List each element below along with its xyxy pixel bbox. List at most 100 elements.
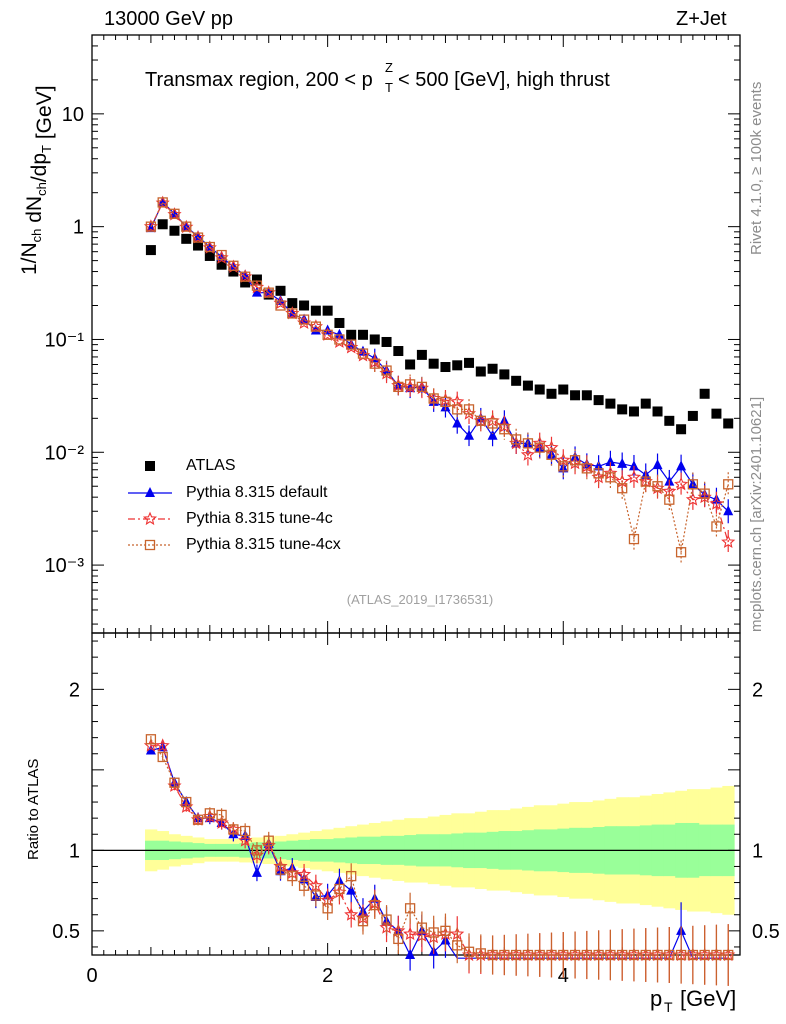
ratio-point-default [346, 884, 357, 895]
point-tune4cx [216, 249, 227, 261]
point-atlas [475, 366, 486, 377]
point-atlas [628, 406, 639, 417]
point-tune4cx [652, 481, 663, 492]
ratio-point-tune4cx [310, 890, 322, 901]
legend-default: Pythia 8.315 default [128, 482, 368, 506]
point-tune4cx [664, 494, 675, 505]
ratio-point-tune4cx [558, 949, 569, 961]
point-atlas [546, 388, 557, 399]
ratio-point-tune4c [238, 833, 253, 847]
legend-label-tune4cx: Pythia 8.315 tune-4cx [186, 536, 341, 553]
y-tick-label: 1 [73, 217, 84, 239]
point-default [628, 460, 639, 471]
legend-marker-tune4cx [144, 539, 156, 551]
point-default [617, 457, 628, 468]
ratio-point-tune4c [155, 738, 170, 752]
ratio-point-tune4cx [287, 870, 298, 882]
ratio-point-tune4cx [369, 899, 380, 911]
x-axis-label-sub: T [664, 999, 673, 1015]
point-tune4cx [145, 221, 157, 232]
ratio-point-tune4cx [522, 949, 534, 961]
point-tune4cx [687, 479, 699, 490]
point-atlas [617, 404, 628, 415]
point-tune4c [685, 492, 700, 506]
point-tune4cx [192, 232, 204, 243]
point-tune4cx [369, 358, 380, 369]
ratio-point-tune4cx [581, 949, 592, 961]
point-tune4cx [334, 334, 345, 345]
rivet-label: Rivet 4.1.0, ≥ 100k events [748, 81, 765, 255]
point-default [334, 328, 345, 339]
plot-title-sub: T [385, 80, 393, 95]
ratio-point-tune4c [344, 907, 359, 921]
legend-marker-default [145, 487, 155, 497]
ratio-y-tick-label: 1 [69, 840, 80, 862]
point-tune4c [709, 496, 724, 510]
ratio-panel [91, 632, 741, 956]
ratio-point-tune4cx [605, 949, 616, 961]
mcplots-label: mcplots.cern.ch [arXiv:2401.10621] [748, 396, 765, 632]
point-atlas [334, 317, 345, 328]
point-atlas [723, 418, 734, 429]
point-tune4cx [416, 381, 428, 393]
point-atlas [652, 406, 663, 417]
point-atlas [605, 398, 616, 409]
point-tune4cx [487, 418, 498, 429]
ratio-point-tune4cx [216, 809, 227, 821]
point-tune4cx [204, 241, 215, 253]
ratio-point-tune4cx [475, 948, 486, 959]
x-tick-label: 2 [322, 965, 333, 987]
point-tune4cx [428, 393, 439, 404]
ratio-point-tune4cx [723, 949, 734, 961]
ratio-point-tune4cx [404, 903, 416, 914]
point-atlas [299, 300, 310, 311]
ratio-point-tune4cx [192, 814, 204, 825]
legend-tune4cx: Pythia 8.315 tune-4cx [128, 534, 368, 558]
point-tune4c [603, 465, 618, 480]
point-tune4cx [251, 280, 263, 291]
ratio-y-tick-label: 0.5 [52, 921, 80, 943]
point-tune4cx [452, 404, 463, 415]
point-default [452, 417, 463, 428]
series-line-tune4cx [150, 201, 729, 553]
ratio-point-tune4cx [546, 949, 557, 961]
point-tune4cx [546, 449, 557, 460]
y-tick-label: 10⁻³ [45, 555, 85, 577]
ratio-point-tune4cx [228, 824, 239, 835]
point-tune4cx [605, 472, 616, 483]
point-atlas [640, 398, 651, 409]
ratio-point-tune4cx [534, 949, 545, 961]
ratio-point-tune4cx [263, 835, 274, 846]
ratio-y-tick-label-right: 2 [752, 679, 763, 701]
point-atlas [169, 225, 180, 236]
point-atlas [381, 336, 392, 347]
point-tune4cx [723, 479, 734, 490]
point-atlas [193, 240, 204, 251]
point-atlas [570, 390, 581, 401]
x-axis-label: p [650, 986, 662, 1011]
ratio-point-tune4cx [593, 949, 604, 961]
ratio-point-tune4cx [617, 949, 628, 961]
point-tune4cx [157, 197, 168, 208]
point-tune4cx [287, 308, 298, 319]
ratio-point-tune4cx [487, 949, 498, 961]
ratio-point-tune4cx [569, 949, 581, 961]
point-tune4cx [228, 260, 239, 271]
ratio-point-default [251, 866, 262, 877]
ratio-point-tune4c [403, 926, 418, 941]
point-atlas [181, 233, 192, 244]
point-atlas [145, 245, 156, 256]
point-tune4cx [240, 271, 251, 282]
point-tune4cx [404, 379, 416, 390]
x-tick-label: 0 [86, 965, 97, 987]
ratio-point-tune4cx [322, 903, 333, 914]
point-tune4cx [169, 208, 180, 219]
point-atlas [204, 250, 215, 261]
legend-marker-atlas [145, 461, 155, 471]
point-tune4cx [181, 221, 192, 232]
point-default [464, 429, 475, 440]
ratio-point-tune4cx [428, 927, 439, 938]
point-atlas [240, 277, 251, 288]
y-tick-label: 10⁻² [45, 442, 85, 464]
